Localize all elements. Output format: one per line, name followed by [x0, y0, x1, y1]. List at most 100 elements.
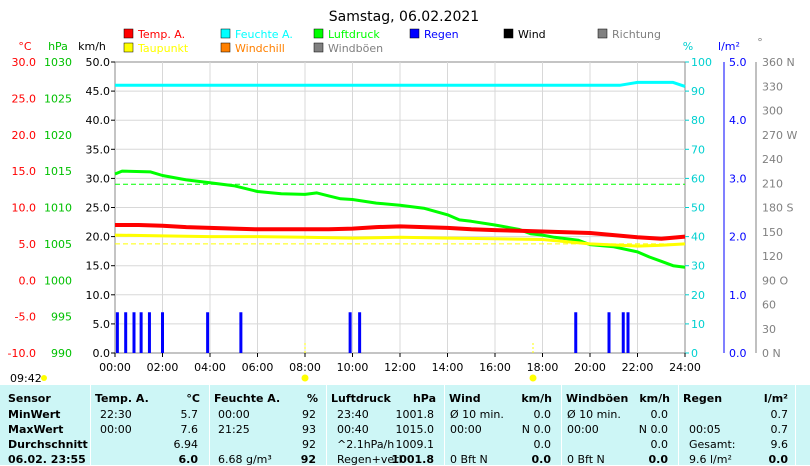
temp-value: 7.6 — [180, 423, 199, 436]
regen-value: 9.6 — [770, 438, 789, 451]
axis-unit-label: hPa — [48, 40, 68, 53]
sun-icon — [41, 375, 47, 381]
x-tick-label: 14:00 — [432, 361, 464, 374]
luft-value: 1001.8 — [391, 453, 434, 466]
axis-tick-label: 1015 — [44, 165, 72, 178]
axis-tick-label: 120 — [762, 250, 783, 263]
luft-time: 00:40 — [337, 423, 369, 436]
boen-time: 00:00 — [567, 423, 599, 436]
header-feuchte-unit: % — [306, 392, 318, 405]
wind-time: 00:00 — [450, 423, 482, 436]
legend-label: Wind — [518, 28, 546, 41]
legend-swatch — [220, 28, 231, 39]
axis-tick-label: 100 — [691, 56, 712, 69]
header-temp-unit: °C — [186, 392, 200, 405]
axis-tick-label: 270 W — [762, 129, 797, 142]
column-divider — [561, 385, 562, 465]
feuchte-value: 92 — [302, 438, 316, 451]
column-divider — [90, 385, 91, 465]
feuchte-value: 93 — [302, 423, 316, 436]
axis-tick-label: 15.0 — [86, 260, 111, 273]
stats-table: Sensor Temp. A. °C Feuchte A.% Luftdruck hPa W… — [0, 385, 810, 466]
legend-swatch — [123, 42, 134, 53]
header-luft: Luftdruck — [331, 392, 391, 405]
axis-tick-label: 20 — [691, 289, 705, 302]
legend-swatch — [503, 28, 514, 39]
axis-tick-label: 5.0 — [729, 56, 747, 69]
row-label: MaxWert — [8, 423, 64, 436]
axis-tick-label: 150 — [762, 226, 783, 239]
axis-tick-label: 20.0 — [86, 231, 111, 244]
x-tick-label: 02:00 — [147, 361, 179, 374]
rain-bar — [139, 312, 143, 353]
header-boen-unit: km/h — [639, 392, 670, 405]
rain-bar — [607, 312, 611, 353]
luft-time: ^2.1hPa/h — [337, 438, 395, 451]
axis-tick-label: 20.0 — [12, 129, 37, 142]
axis-tick-label: 330 — [762, 80, 783, 93]
feuchte-value: 92 — [300, 453, 316, 466]
wind-value: 0.0 — [531, 453, 552, 466]
rain-bar — [574, 312, 578, 353]
legend-swatch — [409, 28, 420, 39]
x-tick-label: 12:00 — [384, 361, 416, 374]
series-line — [115, 80, 686, 88]
axis-tick-label: 4.0 — [729, 114, 747, 127]
legend-label: Windchill — [235, 42, 285, 55]
row-label: Durchschnitt — [8, 438, 88, 451]
x-tick-label: 16:00 — [479, 361, 511, 374]
legend-label: Regen — [424, 28, 459, 41]
axis-tick-label: 30 — [762, 323, 776, 336]
axis-tick-label: -5.0 — [15, 311, 36, 324]
x-tick-label: 10:00 — [337, 361, 369, 374]
rain-bar — [626, 312, 630, 353]
axis-tick-label: 5.0 — [93, 318, 111, 331]
regen-value: 0.0 — [768, 453, 789, 466]
legend-label: Richtung — [612, 28, 661, 41]
axis-tick-label: 1000 — [44, 274, 72, 287]
temp-value: 6.0 — [178, 453, 199, 466]
axis-tick-label: 90 — [691, 85, 705, 98]
wind-value: N 0.0 — [521, 423, 551, 436]
legend-swatch — [123, 28, 134, 39]
rain-bars — [115, 312, 630, 353]
legend-label: Luftdruck — [328, 28, 380, 41]
axis-tick-label: 35.0 — [86, 143, 111, 156]
column-divider — [795, 385, 796, 465]
axis-tick-label: 25.0 — [12, 92, 37, 105]
regen-value: 0.7 — [770, 408, 789, 421]
clock-time: 09:42 — [10, 372, 42, 385]
axis-tick-label: 45.0 — [86, 85, 111, 98]
legend-swatch — [597, 28, 608, 39]
x-axis: 00:00 02:00 04:00 06:00 08:00 10:00 12:00 14:00… — [99, 353, 701, 374]
rain-bar — [348, 312, 352, 353]
axis-tick-label: 30.0 — [12, 56, 37, 69]
axis-tick-label: 0.0 — [729, 347, 747, 360]
boen-value: 0.0 — [650, 408, 669, 421]
rain-bar — [206, 312, 210, 353]
header-regen-unit: l/m² — [763, 392, 788, 405]
luft-time: Regen+verl. — [337, 453, 406, 466]
axis-tick-label: 80 — [691, 114, 705, 127]
rain-bar — [124, 312, 128, 353]
axis-tick-label: 50.0 — [86, 56, 111, 69]
wind-value: 0.0 — [533, 408, 552, 421]
axis-tick-label: 180 S — [762, 202, 793, 215]
header-sensor: Sensor — [8, 392, 51, 405]
axis-tick-label: -10.0 — [8, 347, 36, 360]
sun-marker-dot — [301, 374, 309, 382]
series-lines — [114, 80, 686, 269]
axis-unit-label: km/h — [78, 40, 106, 53]
feuchte-time: 00:00 — [218, 408, 250, 421]
x-tick-label: 00:00 — [99, 361, 131, 374]
axis-tick-label: 5.0 — [19, 238, 37, 251]
legend-label: Windböen — [328, 42, 383, 55]
header-boen: Windböen — [566, 392, 629, 405]
series-line — [114, 233, 686, 248]
axis-tick-label: 40 — [691, 231, 705, 244]
row-label: 06.02. 23:55 — [8, 453, 86, 466]
legend-swatch — [313, 42, 324, 53]
temp-value: 6.94 — [173, 438, 199, 451]
regen-time: 00:05 — [689, 423, 721, 436]
axis-tick-label: 10.0 — [86, 289, 111, 302]
